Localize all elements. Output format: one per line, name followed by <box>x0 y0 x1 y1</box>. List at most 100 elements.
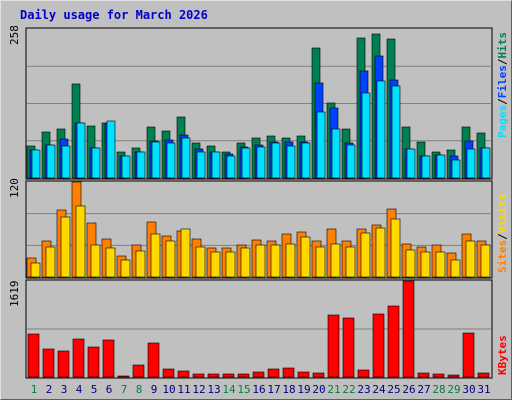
svg-text:Sites/Visits: Sites/Visits <box>496 194 509 274</box>
bar-kbytes-day-23 <box>357 369 370 378</box>
bar-sites-day-2 <box>45 246 56 278</box>
bar-kbytes-day-22 <box>342 317 355 378</box>
bar-sites-day-14 <box>225 251 236 278</box>
bar-pages-day-22 <box>346 144 356 179</box>
bar-sites-day-22 <box>345 246 356 278</box>
hits-files-pages-panel: 258 Pages/Files/Hits <box>8 25 509 180</box>
legend-files: Files <box>496 65 509 98</box>
bar-kbytes-day-27 <box>417 372 430 378</box>
bar-pages-day-3 <box>61 145 71 179</box>
chart-title: Daily usage for March 2026 <box>20 8 208 22</box>
y-max-label-kbytes: 1619 <box>8 281 21 308</box>
bar-sites-day-10 <box>165 240 176 278</box>
bar-kbytes-day-20 <box>312 372 325 378</box>
bar-sites-day-7 <box>120 259 131 278</box>
bar-sites-day-18 <box>285 243 296 278</box>
bar-kbytes-day-13 <box>207 373 220 378</box>
bar-sites-day-11 <box>180 228 191 278</box>
bar-pages-day-12 <box>196 151 206 179</box>
bar-kbytes-day-10 <box>162 368 175 378</box>
bar-kbytes-day-11 <box>177 370 190 378</box>
bar-pages-day-31 <box>481 147 491 179</box>
bar-pages-day-11 <box>181 137 191 179</box>
bar-pages-day-14 <box>226 155 236 179</box>
x-tick-label: 28 <box>432 383 445 396</box>
bar-pages-day-20 <box>316 111 326 179</box>
legend-slash: / <box>496 233 509 240</box>
x-tick-label: 2 <box>46 383 53 396</box>
x-tick-label: 3 <box>61 383 68 396</box>
x-tick-label: 19 <box>297 383 310 396</box>
bar-sites-day-31 <box>480 244 491 278</box>
x-tick-label: 27 <box>417 383 430 396</box>
bar-sites-day-28 <box>435 251 446 278</box>
legend-kbytes: KBytes <box>496 335 509 375</box>
bar-kbytes-day-3 <box>57 350 70 378</box>
legend-slash: / <box>496 98 509 105</box>
bar-pages-day-25 <box>391 85 401 179</box>
bar-sites-day-21 <box>330 243 341 278</box>
x-tick-label: 21 <box>327 383 340 396</box>
bar-kbytes-day-17 <box>267 368 280 378</box>
visits-sites-panel: 120 Sites/Visits <box>8 178 509 279</box>
bar-sites-day-5 <box>90 244 101 278</box>
bar-sites-day-23 <box>360 232 371 278</box>
x-tick-label: 5 <box>91 383 98 396</box>
bar-pages-day-4 <box>76 122 86 179</box>
bar-sites-day-25 <box>390 218 401 278</box>
x-tick-label: 29 <box>447 383 460 396</box>
bar-pages-day-15 <box>241 147 251 179</box>
bar-sites-day-4 <box>75 205 86 278</box>
bar-pages-day-6 <box>106 120 116 179</box>
bar-pages-day-7 <box>121 155 131 179</box>
x-tick-label: 20 <box>312 383 325 396</box>
bar-sites-day-16 <box>255 244 266 278</box>
x-tick-label: 4 <box>76 383 83 396</box>
bar-sites-day-20 <box>315 246 326 278</box>
bar-pages-day-24 <box>376 80 386 179</box>
bar-pages-day-30 <box>466 148 476 179</box>
x-tick-label: 10 <box>162 383 175 396</box>
x-tick-label: 7 <box>121 383 128 396</box>
x-tick-label: 13 <box>207 383 220 396</box>
bar-kbytes-day-8 <box>132 364 145 378</box>
legend-visits: Visits <box>496 194 509 234</box>
bar-pages-day-2 <box>46 144 56 179</box>
bar-kbytes-day-12 <box>192 373 205 378</box>
bar-kbytes-day-19 <box>297 371 310 378</box>
bar-kbytes-day-9 <box>147 342 160 378</box>
bar-pages-day-9 <box>151 141 161 179</box>
bar-sites-day-26 <box>405 249 416 278</box>
bar-kbytes-day-16 <box>252 371 265 378</box>
x-tick-label: 17 <box>267 383 280 396</box>
x-tick-label: 6 <box>106 383 113 396</box>
bar-pages-day-5 <box>91 147 101 179</box>
x-tick-label: 24 <box>372 383 386 396</box>
x-tick-label: 1 <box>31 383 38 396</box>
legend-sites: Sites <box>496 240 509 273</box>
legend-hits: Hits <box>496 32 509 59</box>
x-tick-label: 16 <box>252 383 265 396</box>
bar-sites-day-27 <box>420 251 431 278</box>
x-tick-label: 12 <box>192 383 205 396</box>
x-tick-label: 14 <box>222 383 236 396</box>
bar-sites-day-3 <box>60 216 71 278</box>
x-tick-label: 11 <box>177 383 190 396</box>
x-tick-label: 30 <box>462 383 475 396</box>
bar-kbytes-day-7 <box>117 375 130 378</box>
bar-pages-day-27 <box>421 155 431 179</box>
bar-pages-day-19 <box>301 142 311 179</box>
bar-pages-day-28 <box>436 154 446 179</box>
y-max-label-visits: 120 <box>8 178 21 198</box>
bar-kbytes-day-5 <box>87 346 100 378</box>
bar-pages-day-8 <box>136 151 146 179</box>
bar-sites-day-12 <box>195 246 206 278</box>
bar-sites-day-13 <box>210 251 221 278</box>
x-tick-label: 22 <box>342 383 355 396</box>
x-tick-label: 26 <box>402 383 415 396</box>
bar-sites-day-29 <box>450 259 461 278</box>
bar-kbytes-day-29 <box>447 374 460 378</box>
bar-kbytes-day-21 <box>327 314 340 378</box>
